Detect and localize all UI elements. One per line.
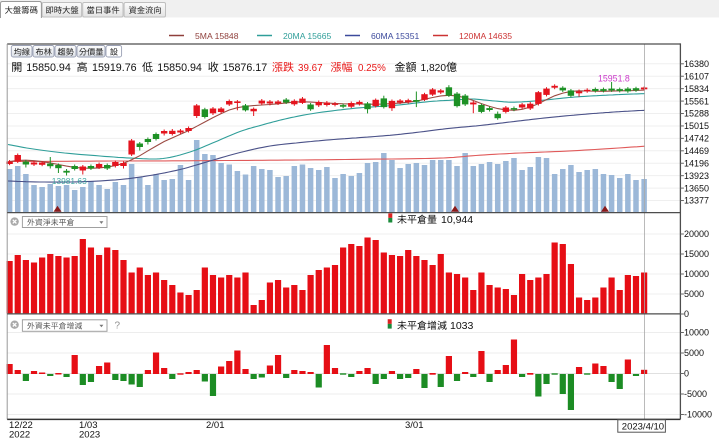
- svg-text:15015: 15015: [684, 121, 709, 131]
- svg-text:2023: 2023: [79, 430, 100, 439]
- svg-text:15850.94: 15850.94: [157, 62, 202, 74]
- svg-text:13923: 13923: [684, 171, 709, 181]
- svg-text:2023/4/10: 2023/4/10: [622, 421, 664, 432]
- svg-text:15561: 15561: [684, 96, 709, 106]
- svg-text:15919.76: 15919.76: [92, 62, 137, 74]
- svg-text:5MA 15848: 5MA 15848: [195, 31, 239, 41]
- svg-text:12/22: 12/22: [9, 420, 33, 431]
- svg-text:0: 0: [684, 309, 689, 319]
- svg-text:1,820: 1,820: [421, 63, 447, 74]
- svg-text:14196: 14196: [684, 158, 709, 168]
- svg-text:13377: 13377: [684, 196, 709, 206]
- svg-text:15951.8: 15951.8: [598, 74, 630, 84]
- svg-text:39.67: 39.67: [298, 63, 323, 74]
- svg-text:-10000: -10000: [684, 410, 712, 420]
- svg-text:10,944: 10,944: [441, 214, 473, 226]
- svg-text:5000: 5000: [684, 289, 704, 299]
- svg-text:10000: 10000: [684, 269, 709, 279]
- svg-text:13981.63: 13981.63: [52, 176, 87, 186]
- svg-text:0: 0: [684, 369, 689, 379]
- svg-text:16107: 16107: [684, 71, 709, 81]
- svg-text:20000: 20000: [684, 229, 709, 239]
- svg-text:120MA 14635: 120MA 14635: [459, 31, 512, 41]
- svg-text:1033: 1033: [450, 320, 474, 332]
- svg-text:5000: 5000: [684, 348, 704, 358]
- svg-text:15834: 15834: [684, 84, 709, 94]
- svg-text:60MA 15351: 60MA 15351: [371, 31, 419, 41]
- svg-text:15850.94: 15850.94: [26, 62, 71, 74]
- svg-text:16380: 16380: [684, 59, 709, 69]
- svg-text:2022: 2022: [9, 430, 30, 439]
- svg-text:1/03: 1/03: [79, 420, 98, 431]
- svg-text:15876.17: 15876.17: [223, 62, 268, 74]
- svg-text:2/01: 2/01: [206, 420, 225, 431]
- svg-text:10000: 10000: [684, 328, 709, 338]
- svg-text:14469: 14469: [684, 146, 709, 156]
- svg-text:15000: 15000: [684, 249, 709, 259]
- svg-text:20MA 15665: 20MA 15665: [283, 31, 331, 41]
- svg-text:-5000: -5000: [684, 389, 707, 399]
- svg-text:15288: 15288: [684, 109, 709, 119]
- svg-text:3/01: 3/01: [405, 420, 424, 431]
- svg-text:14742: 14742: [684, 134, 709, 144]
- svg-text:?: ?: [115, 321, 121, 332]
- svg-text:13650: 13650: [684, 183, 709, 193]
- svg-text:0.25%: 0.25%: [358, 63, 386, 74]
